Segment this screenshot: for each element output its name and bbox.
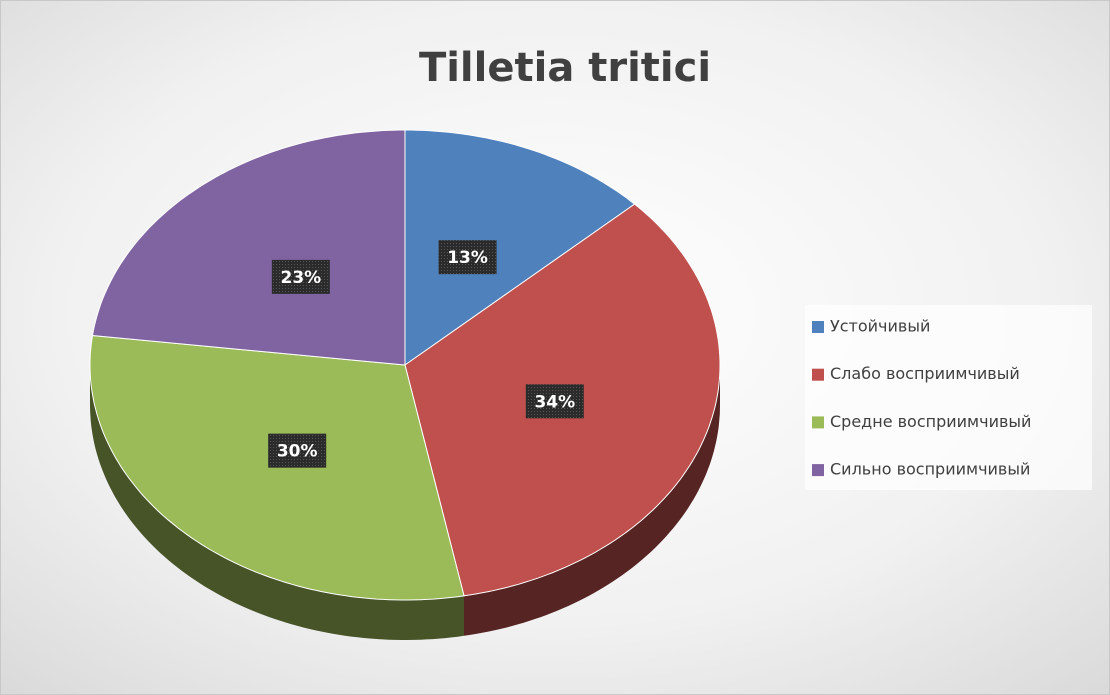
slice-side: [90, 365, 464, 640]
legend-swatch: [812, 464, 824, 477]
data-label-box: [268, 433, 327, 468]
legend-label: Средне восприимчивый: [830, 412, 1031, 431]
pie: 13% 34% 30% 23%: [89, 129, 721, 640]
slice-side: [464, 365, 720, 636]
data-label: 30%: [277, 442, 318, 462]
legend-label: Устойчивый: [830, 317, 930, 336]
data-label-box: [438, 240, 497, 275]
legend-swatch: [812, 368, 824, 381]
chart-title: Tilletia tritici: [419, 45, 711, 91]
data-label-box: [271, 259, 330, 294]
slice: [404, 129, 636, 366]
legend-swatch: [812, 321, 824, 333]
data-label: 34%: [534, 392, 575, 412]
slice: [89, 334, 465, 601]
data-label-box: [525, 384, 584, 419]
legend: Устойчивый Слабо восприимчивый Средне восп…: [812, 317, 1031, 479]
slice: [91, 129, 406, 366]
legend-box: [805, 305, 1092, 490]
data-label: 13%: [447, 248, 488, 268]
legend-swatch: [812, 416, 824, 429]
data-label: 23%: [280, 268, 321, 288]
legend-label: Сильно восприимчивый: [830, 460, 1030, 479]
legend-label: Слабо восприимчивый: [830, 364, 1020, 383]
